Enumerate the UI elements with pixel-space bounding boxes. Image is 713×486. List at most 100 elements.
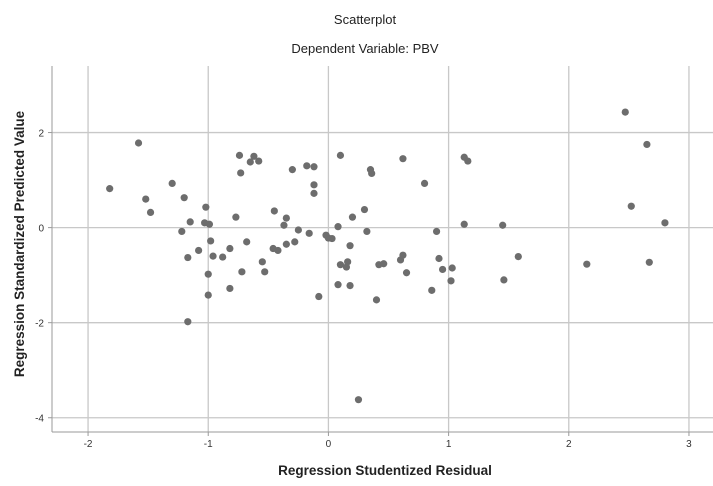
data-point [354,396,363,404]
y-tick-label: -2 [35,319,44,330]
data-points [106,108,669,404]
data-point [499,221,507,229]
data-point [237,169,245,177]
data-point [336,261,345,269]
grid-lines [52,66,713,432]
data-point [261,268,269,276]
data-point [399,251,407,259]
data-point [310,189,318,197]
data-point [315,292,323,301]
y-tick-label: -4 [35,414,44,425]
data-point [500,276,508,284]
data-point [334,223,342,231]
data-point [255,157,263,165]
data-point [310,181,318,189]
data-point [142,195,150,203]
data-point [219,253,227,261]
data-point [621,108,629,116]
x-tick-label: 2 [566,439,572,450]
data-point [270,207,278,215]
data-point [334,281,342,289]
data-point [258,258,266,266]
data-point [178,227,186,236]
data-point [368,169,376,178]
x-tick-label: -1 [204,439,213,450]
data-point [399,155,407,163]
data-point [235,151,244,159]
data-point [282,214,290,222]
data-point [180,194,188,202]
x-tick-label: 1 [446,439,452,450]
data-point [226,244,234,253]
data-point [346,242,354,250]
y-axis-label: Regression Standardized Predicted Value [12,110,27,377]
data-point [380,260,388,268]
data-point [346,282,354,290]
x-axis-label: Regression Studentized Residual [278,463,492,478]
data-point [402,269,411,277]
data-point [291,238,299,246]
data-point [204,270,212,278]
data-point [420,179,429,188]
data-point [184,318,192,326]
data-point [168,179,176,188]
data-point [336,151,345,159]
data-point [250,152,258,160]
data-point [448,264,456,272]
data-point [134,139,143,147]
data-point [195,246,203,255]
data-point [643,140,651,149]
data-point [363,227,371,236]
data-point [645,258,653,266]
tick-labels: -2 -1 0 1 2 3 -4 -2 0 2 [35,129,692,450]
data-point [447,277,455,285]
data-point [438,265,447,274]
data-point [432,227,441,236]
data-point [280,221,288,229]
data-point [209,252,217,260]
data-point [186,218,194,226]
chart-subtitle: Dependent Variable: PBV [291,41,439,56]
x-tick-label: -2 [84,439,93,450]
y-tick-label: 0 [38,224,44,235]
data-point [627,202,635,210]
data-point [661,219,669,227]
data-point [464,157,472,165]
data-point [205,220,214,228]
data-point [226,284,234,293]
data-point [435,254,443,263]
data-point [305,229,313,237]
x-tick-label: 0 [326,439,332,450]
data-point [106,185,114,193]
chart-title: Scatterplot [334,12,397,27]
data-point [303,162,311,170]
data-point [232,213,240,221]
data-point [184,253,192,262]
data-point [207,237,215,245]
data-point [344,258,352,266]
data-point [274,246,282,255]
data-point [146,208,155,216]
data-point [514,253,522,261]
data-point [282,240,290,248]
data-point [428,286,436,294]
data-point [246,158,254,166]
data-point [204,291,212,299]
data-point [460,220,468,228]
data-point [288,166,296,174]
data-point [310,163,318,171]
data-point [372,296,381,304]
x-tick-label: 3 [686,439,692,450]
axes [48,66,713,436]
data-point [243,238,251,246]
data-point [583,260,591,268]
data-point [238,268,246,276]
y-tick-label: 2 [38,129,44,140]
data-point [348,213,357,221]
data-point [360,205,369,214]
data-point [294,226,302,234]
data-point [328,234,336,243]
data-point [202,203,210,211]
